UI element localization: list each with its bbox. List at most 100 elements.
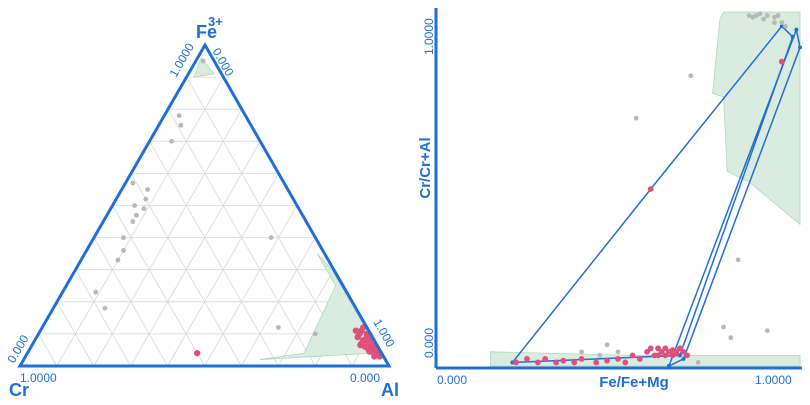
xy-point-primary [655,352,661,359]
xy-point-primary [622,359,629,366]
xy-envelope-vertex [794,27,799,32]
x-tick-max: 1.0000 [755,373,792,387]
ternary-point-secondary [176,113,182,119]
xy-point-primary [571,359,578,366]
xy-point-primary [553,359,560,366]
ternary-point-secondary [102,305,108,311]
x-tick-min: 0.000 [437,373,467,387]
xy-point-primary [560,357,567,364]
tick-bottom-left: 1.0000 [20,371,57,385]
xy-envelope-vertex [798,45,802,50]
xy-point-secondary [753,13,759,18]
xy-point-primary [684,352,691,359]
xy-point-secondary [764,13,770,18]
xy-point-primary [593,359,600,366]
ternary-grid-line [241,237,316,367]
xy-point-secondary [721,324,726,330]
ternary-point-secondary [93,289,99,295]
vertex-label-fe: Fe [196,22,217,42]
xy-point-primary [676,345,683,352]
x-axis-label: Fe/Fe+Mg [599,374,669,391]
xy-point-secondary [783,23,788,29]
ternary-point-secondary [141,206,147,212]
xy-point-primary [662,345,669,352]
xy-point-primary [542,356,549,362]
xy-field-area [490,351,801,367]
ternary-point-secondary [143,196,149,202]
vertex-label-cr: Cr [9,380,29,400]
xy-point-primary [578,356,585,362]
vertex-label-al: Al [381,380,399,400]
xy-field-area [712,11,801,226]
xy-point-primary [655,345,661,352]
xy-point-primary [647,186,654,192]
y-tick-min: 0.000 [422,328,436,358]
xy-point-secondary [772,20,777,26]
xy-point-secondary [579,349,584,355]
xy-point-primary [644,348,651,355]
ternary-grid-line [204,205,298,367]
xy-point-primary [524,356,530,362]
ternary-point-secondary [178,122,184,128]
xy-point-primary [615,356,621,362]
ternary-point-primary [357,341,364,349]
ternary-point-secondary [268,235,274,241]
xy-point-primary [535,359,541,366]
xy-point-secondary [728,335,734,341]
tick-bottom-right: 0.000 [350,371,380,385]
xy-envelope-vertex [779,24,784,29]
xy-point-primary [629,352,636,359]
xy-point-primary [647,345,654,352]
xy-point-secondary [779,20,785,26]
ternary-point-primary [352,327,360,334]
xy-point-secondary [597,352,603,358]
ternary-grid-line [93,237,168,367]
xy-point-secondary [695,360,701,365]
xy-point-secondary [757,11,763,17]
ternary-point-secondary [145,187,150,192]
ternary-point-secondary [121,235,126,241]
ternary-point-secondary [121,248,126,253]
ternary-point-secondary [200,58,206,64]
xy-point-secondary [604,342,610,348]
ternary-grid-line [38,333,58,367]
ternary-diagram: Fe 3+ Cr Al 1.0000 0.000 0.000 1.0000 0.… [4,14,399,400]
xy-envelope-vertex [681,356,686,361]
xy-point-secondary [688,73,694,79]
xy-point-primary [673,348,680,355]
xy-points [513,11,788,366]
xy-point-primary [680,348,687,355]
xy-point-primary [658,348,665,355]
xy-point-secondary [775,13,781,18]
ternary-point-primary [365,340,372,347]
xy-point-secondary [633,115,639,121]
ternary-grid-line [112,205,205,367]
ternary-field-area [193,57,215,78]
xy-point-primary [513,359,519,366]
xy-point-secondary [772,14,777,20]
xy-point-secondary [735,257,741,263]
ternary-grid-line [277,269,335,367]
xy-point-primary [778,58,785,65]
y-tick-max: 1.0000 [422,18,436,55]
xy-point-primary [669,352,676,359]
y-axis-label: Cr/Cr+Al [417,137,434,198]
ternary-point-secondary [169,138,175,144]
ternary-grid-line [56,76,224,367]
vertex-label-fe-superscript: 3+ [208,14,223,29]
ternary-grid [38,76,371,367]
ternary-point-primary [365,335,373,342]
ternary-point-secondary [132,203,138,208]
xy-point-primary [604,357,610,364]
scatter-plot: 0.000 1.0000 0.000 1.0000 Fe/Fe+Mg Cr/Cr… [417,8,802,391]
ternary-point-primary [354,333,361,341]
ternary-point-secondary [130,219,136,224]
ternary-point-secondary [130,180,136,186]
ternary-point-primary [366,348,373,355]
ternary-grid-line [56,301,95,367]
ternary-point-secondary [312,331,318,337]
xy-field [490,11,801,367]
xy-point-primary [662,352,669,359]
ternary-point-primary [360,337,367,344]
xy-point-secondary [750,14,756,20]
